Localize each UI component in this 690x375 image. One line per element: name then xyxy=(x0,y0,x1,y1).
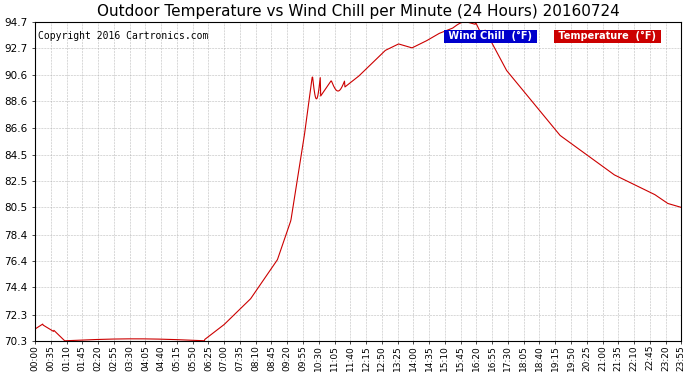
Text: Temperature  (°F): Temperature (°F) xyxy=(555,31,660,41)
Text: Wind Chill  (°F): Wind Chill (°F) xyxy=(446,31,536,41)
Text: Copyright 2016 Cartronics.com: Copyright 2016 Cartronics.com xyxy=(38,31,208,41)
Title: Outdoor Temperature vs Wind Chill per Minute (24 Hours) 20160724: Outdoor Temperature vs Wind Chill per Mi… xyxy=(97,4,620,19)
